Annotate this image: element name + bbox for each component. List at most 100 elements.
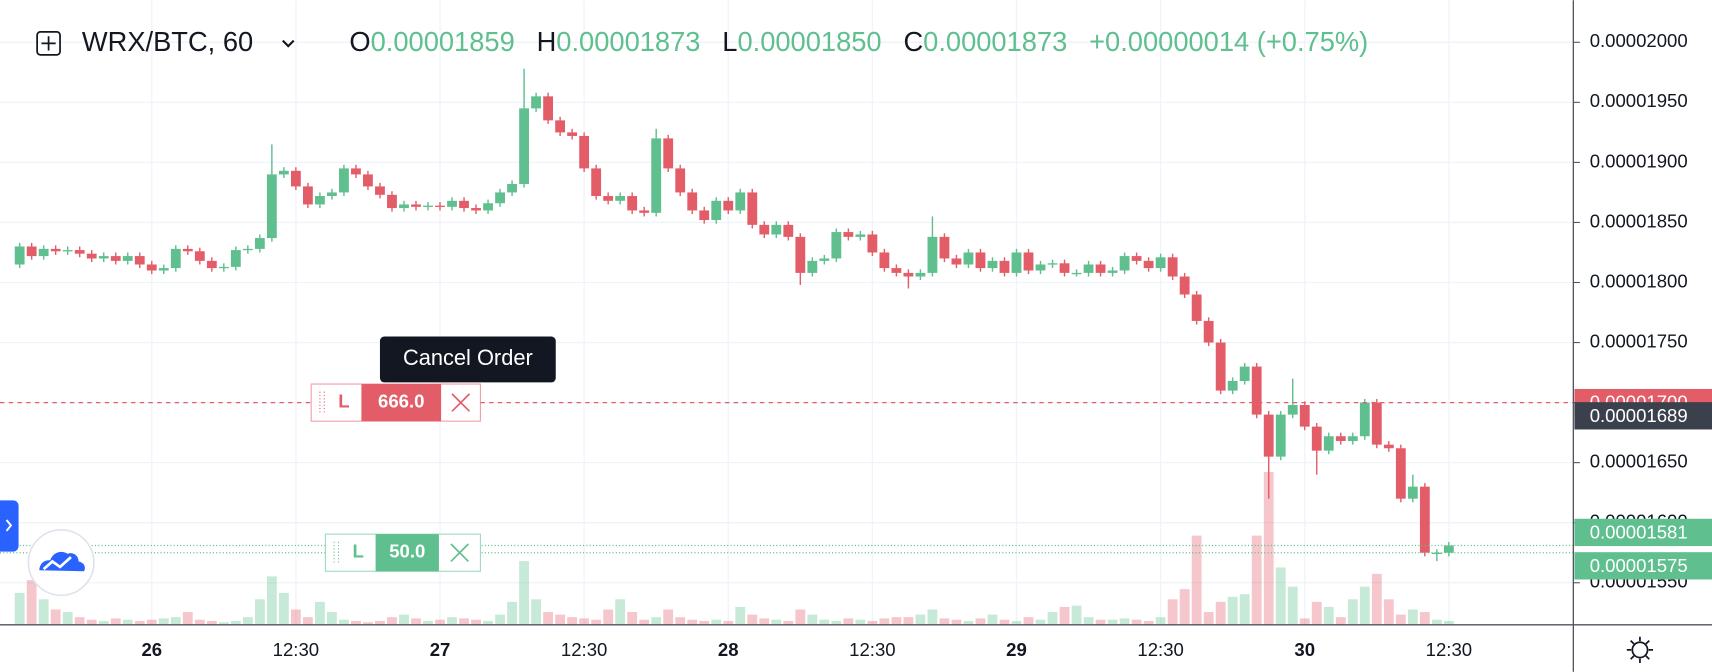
tooltip-bg (379, 336, 556, 383)
candle-body (1275, 414, 1286, 457)
candle-body (1263, 414, 1274, 457)
volume-bar (254, 599, 265, 625)
volume-bar (1107, 619, 1118, 625)
candle-body (1359, 402, 1370, 437)
candle-body (915, 272, 926, 277)
volume-bar (38, 599, 49, 625)
candle-body (699, 210, 710, 221)
symbol-header[interactable]: WRX/BTC, 60 (36, 26, 295, 57)
candle-body (903, 272, 914, 277)
order-label[interactable]: L 50.0 (324, 533, 481, 572)
order-side: L (338, 391, 349, 412)
volume-bar (1263, 471, 1274, 625)
order-side: L (352, 541, 363, 562)
candle-body (579, 135, 590, 169)
candle-body (723, 200, 734, 211)
candle-body (278, 170, 289, 175)
candle-body (26, 246, 37, 257)
change: +0.00000014 (+0.75%) (1089, 26, 1368, 57)
y-tick-label: 0.00001900 (1590, 150, 1688, 171)
symbol[interactable]: WRX/BTC, 60 (82, 26, 253, 57)
candle-body (134, 256, 145, 265)
volume-bar (687, 619, 698, 625)
volume-bar (975, 618, 986, 625)
candle-body (206, 260, 217, 269)
candle-body (98, 256, 109, 259)
volume-bar (1155, 617, 1166, 625)
volume-bar (483, 620, 493, 625)
candle-body (747, 192, 758, 225)
y-tick-label: 0.00001950 (1590, 90, 1688, 111)
volume-bar (1011, 620, 1022, 625)
volume-bar (74, 617, 85, 625)
volume-bar (963, 620, 974, 625)
volume-bar (531, 599, 542, 625)
candle-body (50, 248, 61, 252)
candle-body (1011, 252, 1022, 273)
volume-bar (1047, 612, 1058, 625)
volume-bar (843, 618, 854, 625)
volume-bar (903, 617, 914, 625)
volume-bar (759, 618, 770, 625)
candle-body (1227, 380, 1238, 391)
candle-body (1347, 436, 1358, 442)
candle-body (1311, 426, 1322, 451)
candle-body (1035, 264, 1046, 271)
volume-bar (855, 619, 866, 625)
order-qty-bg (375, 534, 439, 572)
volume-bar (375, 620, 385, 625)
candle-body (867, 234, 878, 253)
candle-body (831, 232, 842, 259)
candle-body (975, 252, 986, 269)
candle-body (74, 250, 85, 254)
tv-logo[interactable] (27, 528, 95, 597)
plot-layer (0, 68, 1574, 562)
candle-body (663, 138, 674, 169)
volume-bar (471, 619, 481, 625)
axis-layer: 0.000015500.000016000.000016500.00001700… (141, 30, 1712, 660)
volume-bar (314, 601, 325, 625)
candle-body (615, 196, 626, 201)
volume-bar (423, 620, 433, 625)
candle-body (675, 168, 686, 193)
symbol-chevron[interactable] (282, 39, 295, 48)
volume-bar (1059, 606, 1070, 625)
gear-ring[interactable] (1631, 641, 1649, 659)
volume-bar (507, 601, 517, 625)
volume-bar (603, 609, 614, 625)
volume-bar (459, 618, 469, 625)
order-label[interactable]: L 666.0 (310, 383, 481, 422)
y-tick-label: 0.00001850 (1590, 210, 1688, 231)
x-tick-label: 26 (141, 639, 162, 660)
candle-body (254, 238, 265, 249)
candle-body (146, 264, 157, 271)
ohlc-value: 0.00001859 (371, 26, 515, 57)
volume-bar (651, 617, 662, 625)
volume-bar (783, 620, 794, 625)
order-cancel[interactable] (451, 393, 471, 412)
add-icon[interactable] (36, 31, 61, 56)
volume-bar (363, 622, 373, 625)
volume-layer (14, 471, 1454, 625)
candle-body (1395, 448, 1406, 499)
volume-bar (1179, 589, 1190, 625)
volume-bar (1287, 586, 1298, 625)
settings[interactable] (1626, 636, 1654, 664)
volume-bar (615, 599, 626, 625)
candle-body (783, 224, 794, 237)
candle-body (807, 260, 818, 273)
volume-bar (1311, 601, 1322, 625)
candle-body (194, 251, 205, 261)
order-qty-bg (361, 384, 442, 422)
candle-body (519, 108, 529, 185)
volume-bar (915, 614, 926, 625)
candle-body (363, 174, 373, 187)
x-tick-label: 12:30 (849, 639, 895, 660)
side-tab[interactable] (0, 500, 19, 552)
price-label: 0.00001581 (1590, 521, 1688, 542)
volume-bar (1323, 606, 1334, 625)
order-cancel[interactable] (450, 543, 469, 563)
volume-bar (819, 619, 830, 625)
candle-body (567, 132, 578, 136)
